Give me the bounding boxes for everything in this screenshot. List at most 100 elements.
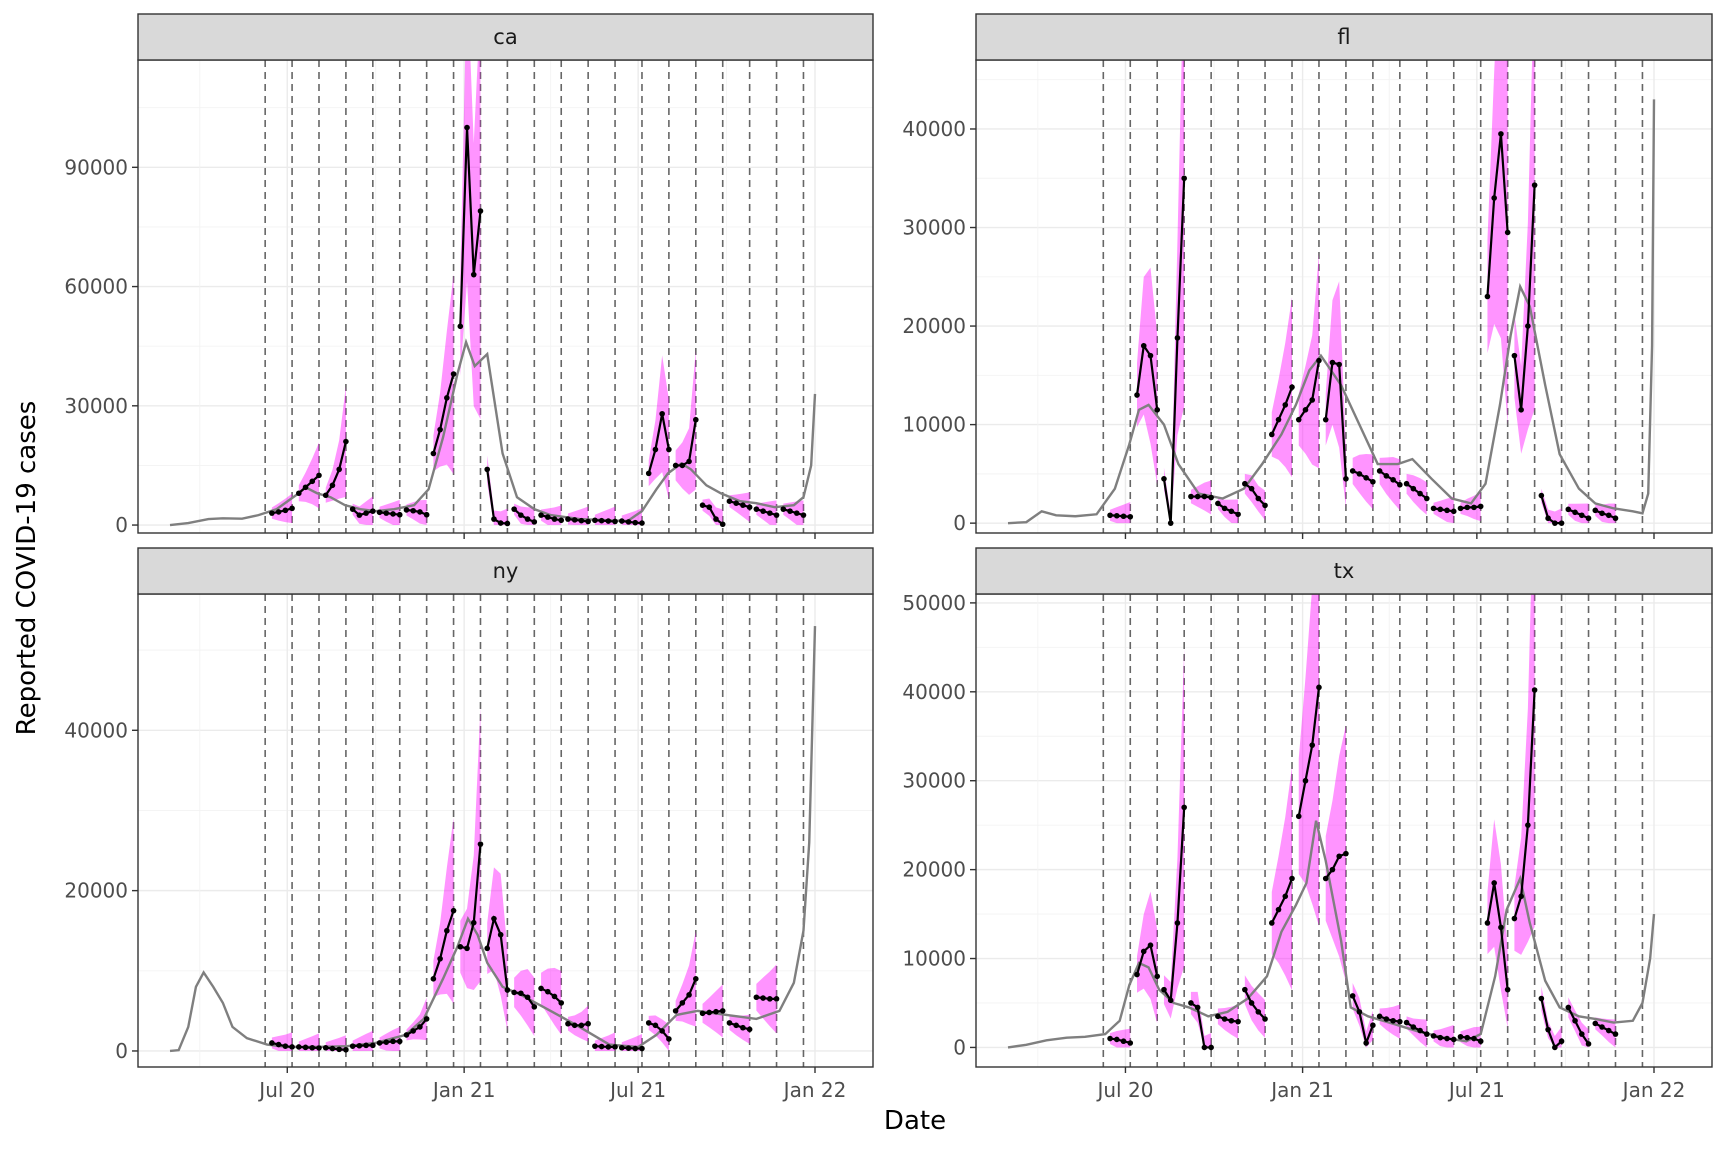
forecast-point [322,1044,329,1051]
forecast-point [410,1028,416,1034]
forecast-point [497,520,504,526]
forecast-point [1450,508,1457,515]
forecast-point [1289,384,1295,390]
forecast-point [699,502,706,508]
forecast-point [356,1042,363,1049]
forecast-point [1410,1024,1417,1030]
forecast-point [558,517,565,524]
forecast-point [464,124,470,131]
forecast-point [343,1046,349,1053]
forecast-line [1162,178,1186,524]
forecast-point [390,1038,396,1045]
forecast-band [1163,648,1185,1019]
forecast-point [1208,494,1214,501]
forecast-point [1140,948,1147,955]
forecast-point [1309,742,1316,748]
forecast-line [567,517,589,523]
forecast-point [740,502,746,508]
forecast-band [1514,60,1535,454]
forecast-point [585,518,591,525]
x-tick-label: Jan 21 [431,1078,496,1102]
forecast-point [659,410,665,417]
forecast-point [544,514,551,520]
forecast-point [1491,195,1497,201]
forecast-band [1379,457,1400,511]
forecast-point [538,512,544,518]
forecast-point [1322,875,1329,882]
forecast-line [1594,509,1616,520]
forecast-point [1572,509,1578,516]
forecast-line [567,1022,589,1027]
forecast-line [702,504,724,526]
forecast-point [652,446,659,453]
forecast-point [518,990,524,997]
forecast-line [1190,495,1212,499]
forecast-point [1538,492,1545,499]
forecast-line [459,127,482,327]
forecast-point [1612,1031,1619,1037]
y-tick-label: 10000 [902,413,966,437]
forecast-line [1594,1022,1617,1036]
forecast-point [1565,1004,1572,1011]
forecast-point [1592,1020,1599,1027]
forecast-point [1174,335,1181,341]
forecast-band [1514,594,1535,955]
forecast-point [1545,1026,1551,1033]
forecast-point [706,1009,713,1016]
forecast-point [444,927,450,934]
y-tick-label: 20000 [902,858,966,882]
forecast-point [1423,495,1430,502]
forecast-point [363,1042,369,1049]
forecast-point [753,506,760,512]
forecast-point [1417,490,1423,497]
forecast-point [1134,392,1140,398]
plot-content [169,626,817,1053]
forecast-line [756,996,777,1000]
forecast-line [782,508,804,517]
forecast-point [470,919,477,926]
forecast-point [296,1044,302,1050]
forecast-point [1134,971,1140,978]
forecast-point [1370,1022,1376,1029]
forecast-point [444,395,450,401]
forecast-point [336,1046,342,1053]
y-tick-label: 0 [953,1035,966,1059]
y-tick-label: 0 [115,513,128,537]
forecast-point [1215,1013,1221,1020]
forecast-point [693,416,699,423]
forecast-point [1585,515,1592,522]
forecast-point [1154,407,1161,413]
forecast-point [1376,468,1383,474]
forecast-line [298,474,320,495]
y-tick-label: 30000 [902,216,966,240]
forecast-point [1518,893,1524,900]
forecast-point [1127,1040,1134,1046]
forecast-point [1484,920,1491,926]
forecast-line [1378,470,1401,486]
y-tick-label: 90000 [64,155,128,179]
forecast-line [352,1044,373,1048]
forecast-point [518,512,524,518]
forecast-point [1511,352,1518,359]
forecast-line [1217,1015,1239,1023]
forecast-band [702,984,723,1038]
forecast-point [733,500,739,506]
forecast-point [1329,359,1336,366]
forecast-point [1504,229,1511,236]
forecast-point [1578,1031,1585,1037]
forecast-point [1376,1013,1383,1020]
forecast-point [1525,323,1531,329]
forecast-line [675,419,697,467]
forecast-line [540,514,562,522]
forecast-point [336,466,342,473]
forecast-point [282,1043,289,1049]
forecast-point [1161,476,1167,482]
forecast-point [1201,1044,1208,1051]
forecast-point [1302,777,1309,784]
forecast-point [1295,813,1302,820]
forecast-point [733,1022,739,1029]
forecast-point [693,976,699,982]
actual-cases-line [1007,99,1656,525]
forecast-point [282,507,289,514]
